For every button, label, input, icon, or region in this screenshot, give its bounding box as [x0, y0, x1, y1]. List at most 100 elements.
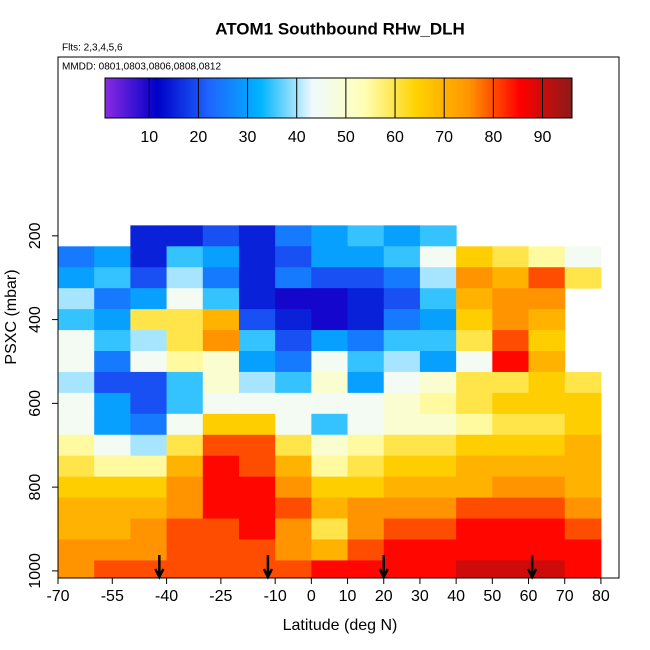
heat-cell — [58, 351, 95, 373]
heat-cell — [166, 392, 204, 415]
heat-cell — [238, 497, 276, 520]
heat-cell — [456, 330, 493, 352]
heat-cell — [564, 246, 602, 268]
heat-cell — [456, 267, 493, 289]
heat-cell — [275, 371, 312, 394]
x-tick-label: 40 — [447, 588, 465, 605]
annotation: MMDD: 0801,0803,0806,0808,0812 — [62, 62, 221, 73]
heat-cell — [202, 330, 240, 352]
heat-cell — [347, 246, 385, 268]
heat-cell — [528, 497, 566, 520]
heat-cell — [275, 288, 312, 310]
colorbar-tick-label: 70 — [435, 129, 453, 146]
heat-cell — [166, 455, 204, 478]
heat-cell — [383, 434, 421, 457]
heat-cell — [58, 309, 95, 331]
heat-cell — [347, 413, 385, 436]
heat-cell — [419, 288, 457, 310]
heat-cell — [238, 371, 276, 394]
heat-cell — [94, 392, 131, 415]
heat-cell — [202, 413, 240, 436]
heat-cell — [94, 434, 131, 457]
heat-cell — [311, 225, 349, 247]
heat-cell — [94, 476, 131, 499]
heat-cell — [419, 267, 457, 289]
heat-cell — [419, 225, 457, 247]
heat-cell — [564, 539, 602, 561]
heat-cell — [202, 476, 240, 499]
heat-cell — [202, 539, 240, 561]
heat-cell — [238, 225, 276, 247]
heat-cell — [275, 225, 312, 247]
heat-cell — [94, 497, 131, 520]
heat-cell — [492, 330, 530, 352]
heat-cell — [311, 455, 349, 478]
plot-frame — [57, 56, 620, 579]
heat-cell — [383, 371, 421, 394]
heat-cell — [238, 351, 276, 373]
heat-cell — [347, 560, 385, 578]
heat-cell — [94, 246, 131, 268]
heat-cell — [130, 225, 168, 247]
heat-cell — [275, 246, 312, 268]
heat-cell — [130, 392, 168, 415]
heat-cell — [456, 476, 493, 499]
heat-cell — [347, 288, 385, 310]
heat-cell — [456, 539, 493, 561]
heat-cell — [94, 413, 131, 436]
y-tick-label: 1000 — [27, 553, 44, 589]
x-tick-label: -70 — [46, 588, 69, 605]
heat-cell — [419, 330, 457, 352]
heat-cell — [311, 371, 349, 394]
heat-cell — [58, 392, 95, 415]
heat-cell — [94, 455, 131, 478]
heat-cell — [383, 267, 421, 289]
heat-cell — [456, 351, 493, 373]
heat-cell — [166, 476, 204, 499]
heat-cell — [94, 288, 131, 310]
heat-cell — [58, 455, 95, 478]
heat-cell — [166, 246, 204, 268]
heat-cell — [275, 560, 312, 578]
heat-cell — [202, 371, 240, 394]
heat-cell — [58, 371, 95, 394]
heat-cell — [311, 246, 349, 268]
arrow — [527, 555, 538, 580]
heat-cell — [275, 267, 312, 289]
heat-cell — [202, 497, 240, 520]
heat-cell — [202, 351, 240, 373]
heat-cell — [311, 351, 349, 373]
heat-cell — [130, 246, 168, 268]
heat-cell — [130, 434, 168, 457]
heat-cell — [311, 330, 349, 352]
heat-cell — [58, 518, 95, 540]
heat-cell — [166, 371, 204, 394]
heat-cell — [238, 476, 276, 499]
heat-cell — [58, 413, 95, 436]
heat-cell — [202, 455, 240, 478]
heat-cell — [456, 309, 493, 331]
colorbar-tick-label: 90 — [534, 129, 552, 146]
heat-cell — [419, 518, 457, 540]
heat-cell — [275, 497, 312, 520]
x-tick-label: 30 — [411, 588, 429, 605]
heat-cell — [202, 560, 240, 578]
heat-cell — [456, 392, 493, 415]
heat-cell — [58, 288, 95, 310]
heat-cell — [347, 225, 385, 247]
heat-cell — [166, 539, 204, 561]
heat-cell — [347, 539, 385, 561]
heat-cell — [238, 539, 276, 561]
x-tick-label: -40 — [155, 588, 178, 605]
heat-cell — [311, 497, 349, 520]
x-axis-label: Latitude (deg N) — [283, 617, 398, 634]
heat-cell — [58, 267, 95, 289]
heat-cell — [492, 560, 530, 578]
heat-cell — [130, 371, 168, 394]
heat-cell — [275, 330, 312, 352]
heat-cell — [130, 476, 168, 499]
heat-cell — [130, 455, 168, 478]
heat-cell — [202, 225, 240, 247]
heat-cell — [383, 225, 421, 247]
